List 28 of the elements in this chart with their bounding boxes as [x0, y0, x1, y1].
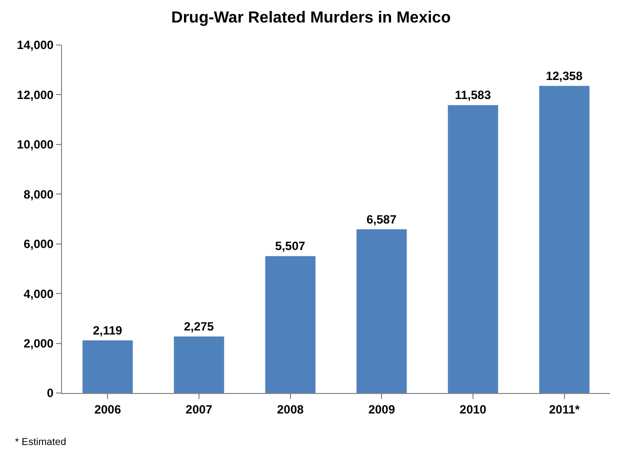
x-tick-label: 2008 [276, 402, 304, 416]
data-label: 5,507 [275, 239, 306, 254]
bar [356, 229, 407, 393]
data-label: 12,358 [546, 68, 583, 83]
chart-title: Drug-War Related Murders in Mexico [171, 10, 451, 27]
bar [82, 340, 133, 393]
data-label: 6,587 [366, 212, 397, 226]
x-tick-label: 2009 [368, 402, 396, 416]
y-tick-label: 8,000 [24, 187, 54, 202]
data-label: 11,583 [454, 88, 492, 102]
bar [265, 256, 316, 393]
x-tick-label: 2010 [460, 402, 487, 416]
y-tick-label: 14,000 [16, 38, 54, 52]
data-label: 2,275 [184, 319, 214, 334]
y-tick-label: 10,000 [16, 138, 54, 152]
y-tick-label: 4,000 [24, 286, 54, 301]
y-tick-label: 0 [46, 386, 54, 400]
y-tick-label: 2,000 [24, 336, 54, 350]
data-label: 2,119 [92, 323, 123, 338]
bar [174, 336, 224, 393]
y-tick-label: 6,000 [24, 237, 54, 252]
x-tick-label: 2006 [94, 402, 122, 416]
bar [448, 105, 498, 393]
x-tick-label: 2011* [548, 402, 580, 416]
text: * Estimated [15, 437, 66, 448]
bar [539, 86, 590, 393]
y-tick-label: 12,000 [16, 88, 54, 102]
x-tick-label: 2007 [186, 402, 213, 416]
